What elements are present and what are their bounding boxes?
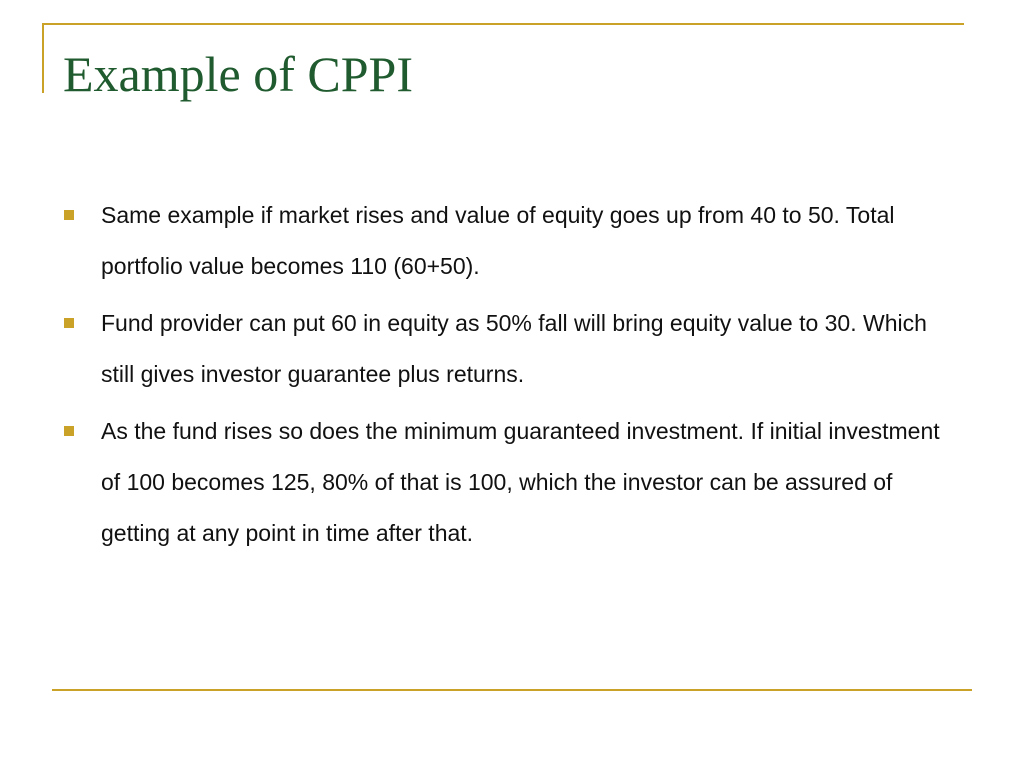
top-border-line (42, 23, 964, 25)
bullet-text: Fund provider can put 60 in equity as 50… (101, 310, 927, 387)
left-border-line (42, 23, 44, 93)
bullet-text: Same example if market rises and value o… (101, 202, 895, 279)
bullet-text: As the fund rises so does the minimum gu… (101, 418, 940, 546)
square-bullet-icon (64, 318, 74, 328)
bottom-border-line (52, 689, 972, 691)
bullet-item: Fund provider can put 60 in equity as 50… (64, 298, 964, 400)
bullet-list: Same example if market rises and value o… (64, 190, 964, 565)
slide-title: Example of CPPI (63, 46, 413, 102)
square-bullet-icon (64, 426, 74, 436)
bullet-item: As the fund rises so does the minimum gu… (64, 406, 964, 559)
square-bullet-icon (64, 210, 74, 220)
bullet-item: Same example if market rises and value o… (64, 190, 964, 292)
